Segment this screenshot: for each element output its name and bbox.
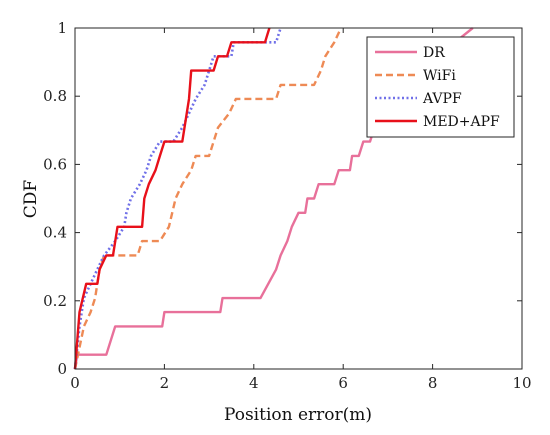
x-tick-label: 6 bbox=[338, 374, 348, 392]
y-tick-label: 0.4 bbox=[43, 224, 67, 242]
x-tick-label: 4 bbox=[249, 374, 259, 392]
series-line-3 bbox=[73, 27, 282, 370]
y-tick-label: 0.2 bbox=[43, 292, 67, 310]
plot-frame bbox=[74, 27, 523, 370]
y-tick-label: 0 bbox=[57, 360, 67, 378]
y-axis-label: CDF bbox=[21, 180, 41, 219]
y-tick-label: 0.6 bbox=[43, 155, 67, 173]
y-tick-label: 1 bbox=[57, 19, 67, 37]
y-tick-label: 0.8 bbox=[43, 87, 67, 105]
x-axis-label: Position error(m) bbox=[224, 405, 372, 425]
legend: DR WiFi AVPF MED+APF bbox=[366, 36, 515, 138]
x-tick-label: 2 bbox=[160, 374, 170, 392]
legend-label-3: AVPF bbox=[422, 91, 462, 107]
series-line-4 bbox=[73, 27, 271, 370]
ticks-layer: 0 2 4 6 8 10 0 0.2 0.4 0.6 0.8 1 bbox=[43, 19, 531, 392]
legend-label-1: DR bbox=[423, 45, 445, 61]
x-tick-label: 8 bbox=[428, 374, 438, 392]
legend-label-2: WiFi bbox=[423, 68, 456, 84]
x-tick-label: 10 bbox=[512, 374, 531, 392]
x-tick-label: 0 bbox=[70, 374, 80, 392]
legend-label-4: MED+APF bbox=[423, 114, 500, 130]
